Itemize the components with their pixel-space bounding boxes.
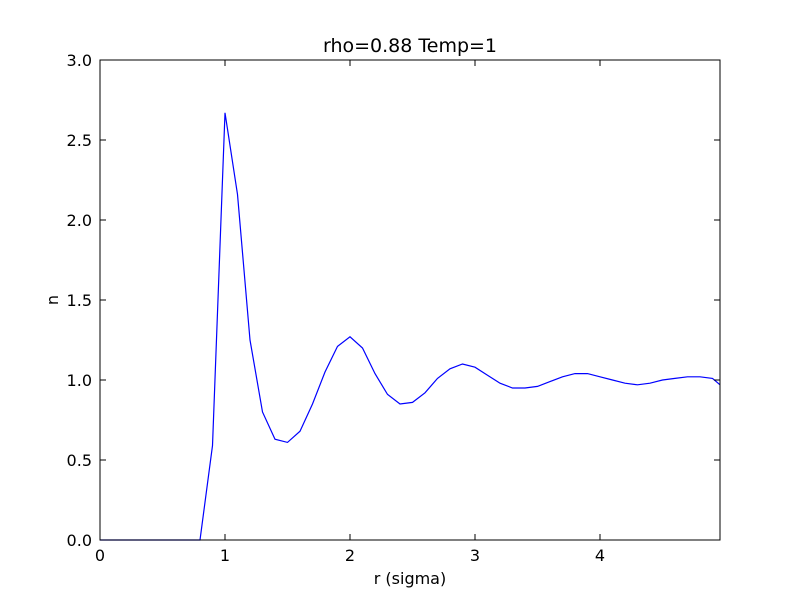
y-tick-label: 1.0 — [67, 371, 92, 390]
x-tick-label: 0 — [95, 546, 105, 565]
x-tick-label: 1 — [220, 546, 230, 565]
plot-area — [100, 112, 721, 541]
x-tick-label: 2 — [345, 546, 355, 565]
y-tick-label: 2.0 — [67, 211, 92, 230]
chart-title: rho=0.88 Temp=1 — [323, 35, 497, 57]
y-tick-label: 1.5 — [67, 291, 92, 310]
y-axis-label: n — [43, 295, 62, 305]
y-tick-label: 0.0 — [67, 531, 92, 550]
series-line-0 — [100, 112, 721, 541]
y-tick-label: 3.0 — [67, 51, 92, 70]
x-tick-label: 4 — [595, 546, 605, 565]
y-tick-label: 0.5 — [67, 451, 92, 470]
x-axis-label: r (sigma) — [374, 569, 446, 588]
axis-ticks: 0 1 2 3 4 0.0 0.5 1.0 1.5 2.0 2.5 3.0 — [67, 51, 720, 565]
y-tick-label: 2.5 — [67, 131, 92, 150]
plot-frame — [99, 59, 721, 541]
x-tick-label: 3 — [470, 546, 480, 565]
